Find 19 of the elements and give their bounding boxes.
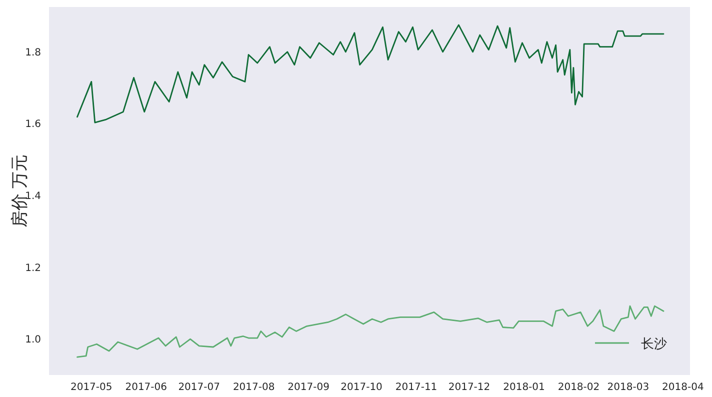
y-tick-label: 1.8 [25, 47, 41, 58]
legend-label: 长沙 [641, 337, 667, 352]
x-tick-label: 2018-02 [558, 382, 600, 393]
x-tick-label: 2018-01 [503, 382, 545, 393]
y-tick-label: 1.2 [25, 262, 41, 274]
x-tick-label: 2017-08 [232, 382, 275, 393]
line-series [76, 24, 664, 124]
y-tick-label: 1.0 [25, 334, 41, 346]
x-tick-label: 2018-03 [607, 382, 650, 393]
x-tick-label: 2017-10 [340, 382, 382, 393]
x-tick-label: 2017-11 [395, 382, 438, 393]
x-tick-label: 2017-12 [448, 382, 490, 393]
x-tick-label: 2017-05 [70, 382, 112, 393]
x-tick-label: 2017-09 [288, 382, 330, 393]
x-tick-label: 2017-07 [178, 382, 220, 393]
y-tick-label: 1.4 [25, 190, 41, 202]
x-tick-label: 2018-04 [662, 382, 704, 393]
x-tick-label: 2017-06 [125, 382, 168, 393]
y-tick-label: 1.6 [25, 119, 41, 130]
